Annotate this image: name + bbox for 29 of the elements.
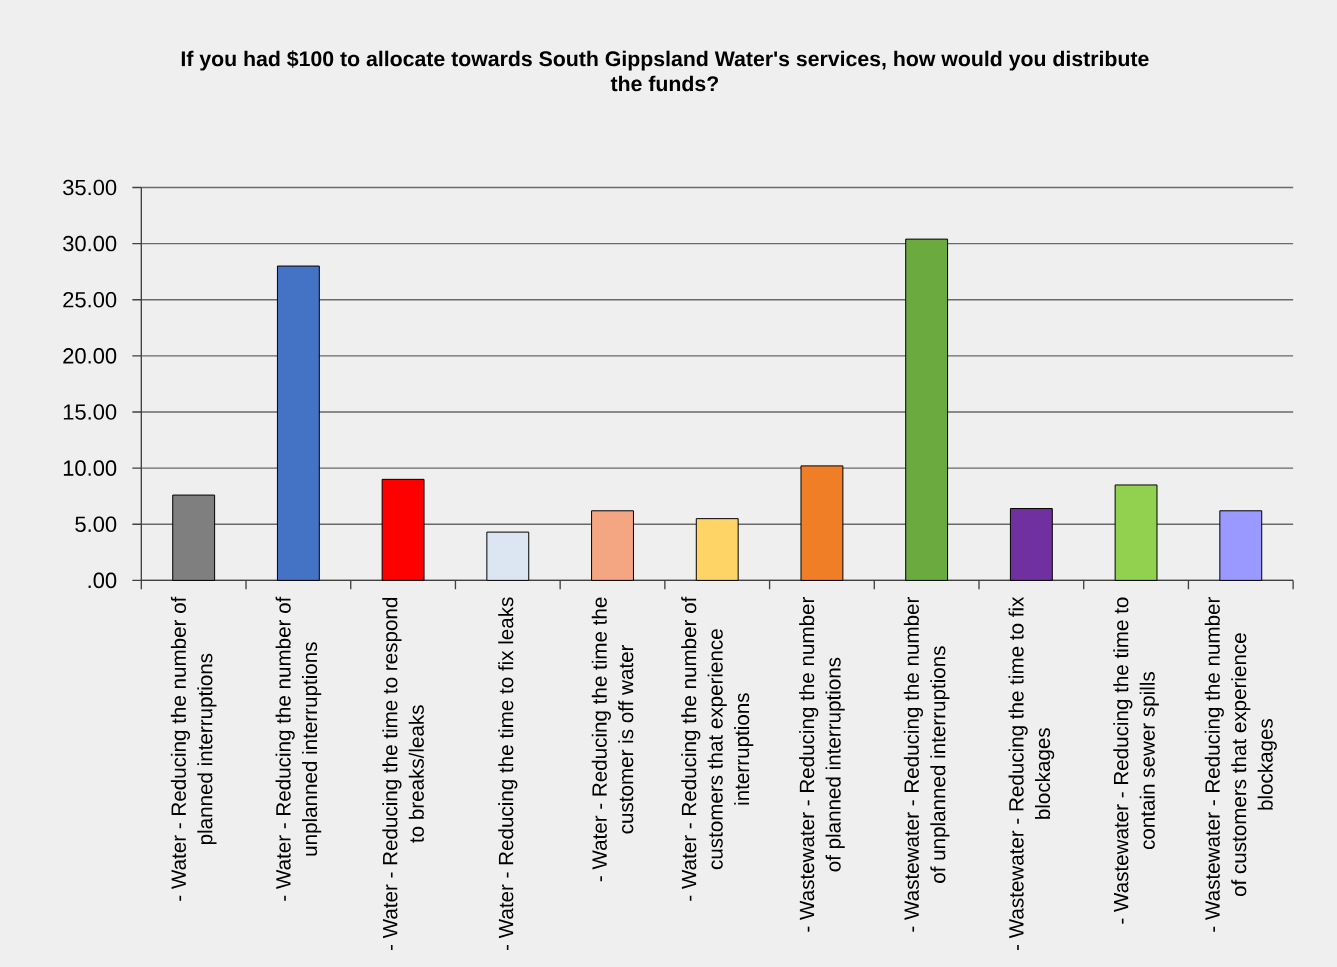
x-tick-label: - Wastewater - Reducing the time to fix blockages [1008,596,1055,950]
y-tick-label: 20.00 [63,347,117,364]
bar [172,494,216,581]
bar [591,510,634,581]
bar [276,265,320,581]
x-tick-label: - Water - Reducing the time to respond to breaks/leaks [382,597,424,950]
bar [486,531,530,581]
y-tick-label: 10.00 [63,460,117,476]
y-tick-label: 5.00 [75,516,117,532]
x-tick-label: - Water - Reducing the number of planned interruptions [170,596,217,901]
y-tick-label: 30.00 [63,235,117,252]
x-tick-label: - Wastewater - Reducing the number of customers that experience blockages [1204,596,1277,932]
y-tick-label: 35.00 [63,179,117,196]
x-tick-label: - Water - Reducing the number of customers that experience interruptions [681,596,754,901]
x-tick-label: - Wastewater - Reducing the number of planned interruptions [799,596,845,932]
bar [695,517,739,581]
x-tick-label: - Water - Reducing the number of unplanned interruptions [275,596,322,901]
y-tick-label: .00 [88,572,117,588]
x-tick-label: - Water - Reducing the time the customer is off water [591,597,634,882]
bar [1009,507,1053,581]
bar [905,238,949,581]
bar [1114,484,1158,581]
bar [381,478,425,581]
chart-title: If you had $100 to allocate towards South Gippsland Water's services, how would you distribute the funds? [181,50,1149,92]
bar [800,465,844,581]
y-tick-label: 15.00 [63,404,117,420]
y-tick-label: 25.00 [63,291,117,308]
bar [1219,510,1263,581]
x-tick-label: - Water - Reducing the time to fix leaks [498,597,518,950]
